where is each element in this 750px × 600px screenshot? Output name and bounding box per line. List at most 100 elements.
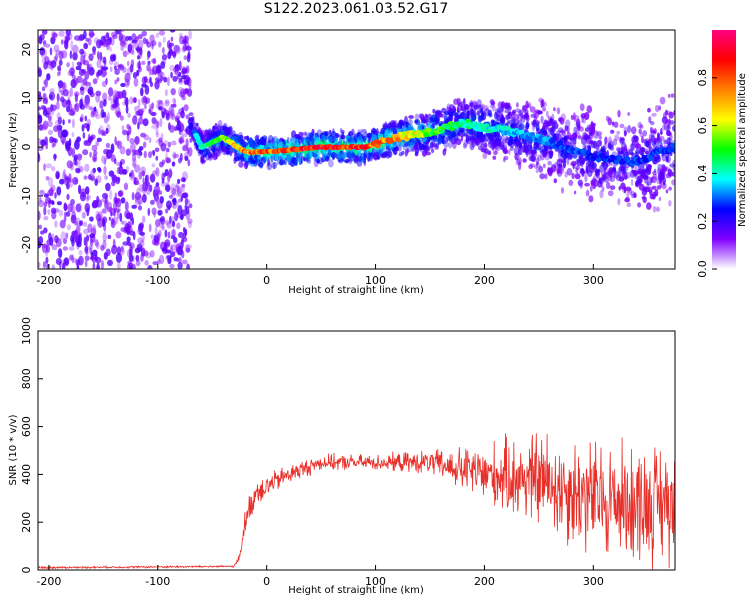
noise-blob [59, 219, 66, 229]
spectral-blob [658, 137, 662, 143]
spectral-blob [207, 128, 212, 133]
spectral-blob [229, 150, 233, 157]
noise-blob [101, 80, 107, 88]
noise-blob [95, 71, 100, 78]
spectral-blob [207, 134, 211, 140]
noise-blob [42, 120, 49, 130]
noise-blob [120, 44, 124, 52]
noise-blob [105, 32, 110, 39]
spectral-blob [418, 142, 423, 151]
noise-blob [171, 161, 176, 167]
spectral-blob [666, 124, 671, 131]
figure-title: S122.2023.061.03.52.G17 [263, 1, 449, 17]
noise-blob [183, 55, 187, 60]
spectral-blob [484, 142, 488, 149]
spectral-blob [543, 121, 547, 128]
spectral-blob [214, 149, 220, 157]
noise-blob [87, 133, 91, 143]
noise-blob [178, 257, 182, 264]
noise-blob [134, 164, 141, 173]
noise-blob [155, 155, 159, 161]
spectral-blob [626, 192, 630, 198]
spectral-blob [658, 105, 662, 111]
noise-blob [114, 79, 118, 85]
spectral-blob [518, 161, 522, 171]
noise-blob [112, 33, 118, 40]
noise-blob [135, 259, 141, 267]
noise-blob [74, 93, 78, 103]
noise-blob [96, 39, 102, 49]
noise-blob [121, 89, 127, 99]
spectral-blob [649, 190, 653, 196]
noise-blob [103, 165, 107, 176]
spectral-blob [414, 143, 420, 150]
noise-blob [84, 99, 89, 110]
noise-blob [114, 106, 121, 116]
spectral-blob [208, 151, 213, 159]
spectral-blob [505, 135, 509, 141]
spectral-blob [653, 168, 657, 173]
noise-blob [176, 257, 179, 262]
spectral-blob [539, 173, 546, 180]
noise-blob [42, 93, 47, 101]
spectral-blob [377, 155, 380, 160]
noise-blob [167, 51, 172, 60]
spectral-blob [271, 161, 278, 170]
noise-blob [114, 68, 120, 75]
noise-blob [132, 263, 136, 269]
spectral-blob [583, 158, 586, 163]
noise-blob [115, 176, 121, 185]
spectral-blob [652, 205, 657, 213]
noise-blob [138, 146, 144, 151]
spectral-blob [348, 130, 354, 137]
spectral-blob [602, 161, 609, 170]
noise-blob [95, 93, 101, 103]
spectral-blob [337, 151, 342, 160]
noise-blob [111, 217, 115, 225]
spectral-blob [663, 122, 670, 131]
noise-blob [63, 238, 67, 245]
noise-blob [172, 75, 178, 82]
spectral-blob [573, 190, 577, 195]
spectral-blob [353, 132, 358, 138]
spectral-blob [370, 128, 377, 134]
spectral-blob [434, 146, 439, 150]
spectral-blob [354, 136, 358, 144]
noise-blob [72, 176, 79, 185]
noise-blob [149, 173, 156, 183]
noise-blob [152, 66, 155, 76]
spectral-blob [522, 158, 527, 163]
noise-blob [67, 98, 71, 108]
spectral-blob [460, 134, 464, 142]
spectral-blob [659, 135, 665, 142]
noise-blob [57, 116, 63, 125]
spectral-blob [470, 140, 475, 144]
noise-blob [55, 173, 59, 179]
noise-blob [47, 209, 51, 216]
spectral-blob [517, 149, 521, 157]
noise-blob [172, 151, 177, 160]
noise-blob [169, 215, 172, 224]
noise-blob [132, 162, 137, 168]
noise-blob [40, 230, 45, 235]
spectral-blob [397, 141, 402, 147]
noise-blob [99, 100, 104, 110]
y-tick-label: 200 [20, 512, 33, 533]
spectral-blob [666, 155, 672, 164]
x-tick-label: -100 [145, 575, 170, 588]
noise-blob [148, 106, 153, 116]
spectral-blob [437, 136, 443, 145]
noise-blob [63, 89, 69, 97]
noise-blob [77, 37, 83, 42]
noise-blob [110, 143, 115, 154]
spectral-blob [576, 118, 581, 127]
noise-blob [173, 257, 178, 262]
noise-blob [43, 227, 48, 234]
spectral-blob [582, 144, 589, 149]
noise-blob [42, 40, 47, 45]
noise-blob [129, 242, 135, 250]
noise-blob [180, 131, 184, 140]
spectral-blob [640, 152, 644, 156]
spectral-blob [330, 151, 337, 159]
spectral-blob [238, 161, 244, 168]
